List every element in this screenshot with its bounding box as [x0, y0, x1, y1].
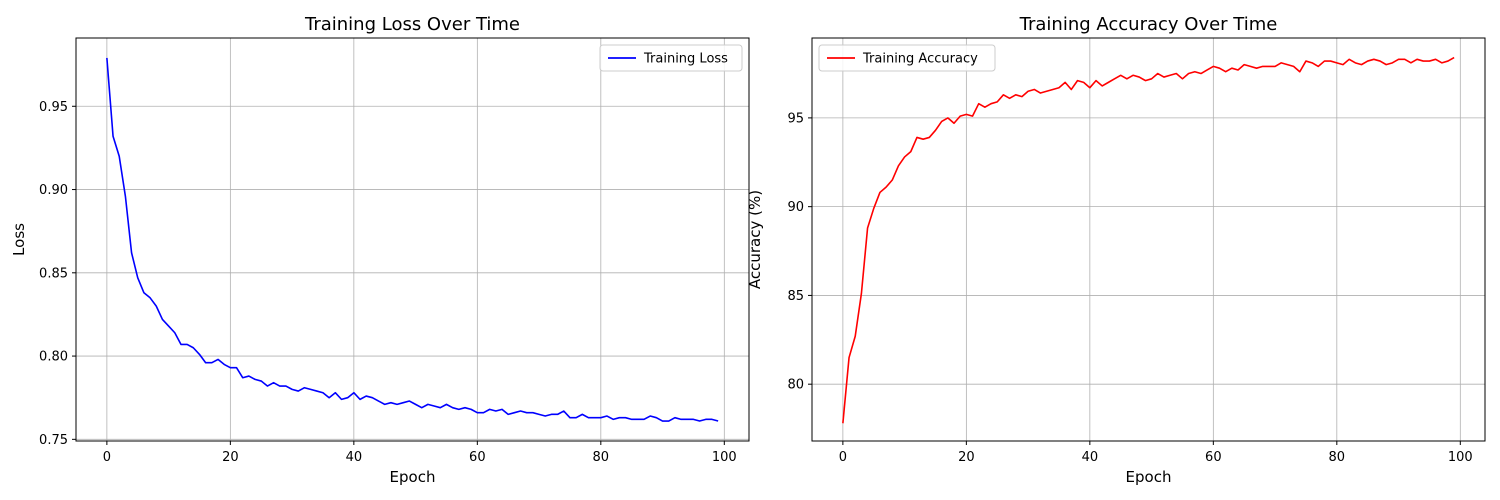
axes-frame: [75, 37, 750, 442]
x-tick-label: 40: [346, 450, 363, 465]
x-tick-label: 20: [222, 450, 239, 465]
y-axis-label: Accuracy (%): [746, 190, 764, 289]
y-tick-label: 85: [787, 289, 804, 304]
series-line-training-loss: [106, 57, 719, 422]
x-tick-label: 60: [1205, 450, 1222, 465]
x-tick-label: 20: [958, 450, 975, 465]
x-axis-label: Epoch: [1126, 468, 1172, 486]
legend-label: Training Loss: [643, 52, 728, 67]
y-tick-label: 80: [787, 378, 804, 393]
x-tick-label: 100: [712, 450, 737, 465]
legend-box: [599, 44, 743, 72]
legend-box: [818, 44, 996, 72]
y-tick-label: 0.95: [39, 100, 68, 115]
y-tick-label: 90: [787, 200, 804, 215]
chart-panel-1: 0 20 40 60 80 100 0.75 0.80 0.85 0.90 0.95 Training…: [10, 14, 750, 486]
chart-panel-2: 0 20 40 60 80 100 80 85 90 95 Training Accuracy Ov…: [746, 14, 1486, 486]
x-tick-label: 0: [103, 450, 111, 465]
y-tick-label: 0.80: [39, 350, 68, 365]
x-tick-label: 80: [1329, 450, 1346, 465]
x-tick-label: 80: [593, 450, 610, 465]
y-tick-label: 0.75: [39, 433, 68, 448]
axes-frame: [811, 37, 1486, 442]
chart-title: Training Accuracy Over Time: [1019, 14, 1278, 35]
x-tick-label: 100: [1448, 450, 1473, 465]
chart-title: Training Loss Over Time: [304, 14, 520, 35]
legend: Training Accuracy: [818, 44, 996, 72]
y-tick-label: 0.90: [39, 183, 68, 198]
legend-label: Training Accuracy: [862, 52, 978, 67]
y-tick-label: 0.85: [39, 266, 68, 281]
y-tick-label: 95: [787, 111, 804, 126]
y-axis-label: Loss: [10, 223, 28, 256]
x-tick-label: 60: [469, 450, 486, 465]
series-line-training-accuracy: [842, 56, 1455, 424]
legend: Training Loss: [599, 44, 743, 72]
x-tick-label: 40: [1082, 450, 1099, 465]
x-tick-label: 0: [839, 450, 847, 465]
x-axis-label: Epoch: [390, 468, 436, 486]
